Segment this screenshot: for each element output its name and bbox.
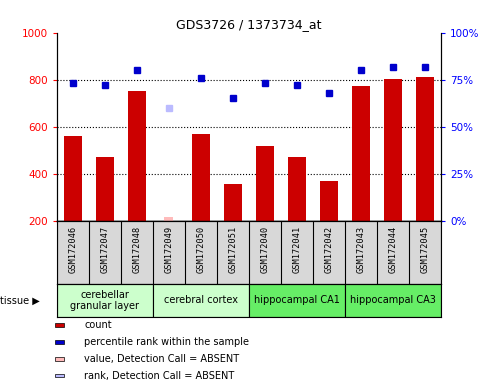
Bar [153, 284, 249, 317]
Bar [128, 91, 145, 221]
Bar [192, 134, 210, 221]
Text: value, Detection Call = ABSENT: value, Detection Call = ABSENT [84, 354, 240, 364]
Text: GSM172049: GSM172049 [164, 226, 174, 273]
Text: GSM172050: GSM172050 [196, 226, 206, 273]
Bar [224, 184, 242, 221]
Bar [256, 146, 274, 221]
Title: GDS3726 / 1373734_at: GDS3726 / 1373734_at [176, 18, 322, 31]
Bar [55, 323, 65, 327]
Bar [96, 157, 113, 221]
Bar [165, 217, 173, 221]
Text: tissue ▶: tissue ▶ [0, 295, 40, 306]
Bar [352, 86, 370, 221]
Text: percentile rank within the sample: percentile rank within the sample [84, 337, 249, 347]
Text: GSM172043: GSM172043 [356, 226, 366, 273]
Text: GSM172047: GSM172047 [100, 226, 109, 273]
Bar [249, 284, 345, 317]
Text: hippocampal CA1: hippocampal CA1 [254, 295, 340, 306]
Text: count: count [84, 320, 112, 330]
Bar [385, 78, 402, 221]
Text: cerebral cortex: cerebral cortex [164, 295, 238, 306]
Bar [320, 181, 338, 221]
Text: GSM172044: GSM172044 [388, 226, 398, 273]
Text: GSM172042: GSM172042 [324, 226, 334, 273]
Text: GSM172051: GSM172051 [228, 226, 238, 273]
Bar [55, 374, 65, 377]
Text: cerebellar
granular layer: cerebellar granular layer [70, 290, 139, 311]
Bar [288, 157, 306, 221]
Bar [345, 284, 441, 317]
Text: GSM172041: GSM172041 [292, 226, 302, 273]
Text: hippocampal CA3: hippocampal CA3 [350, 295, 436, 306]
Bar [64, 136, 81, 221]
Bar [417, 77, 434, 221]
Text: GSM172040: GSM172040 [260, 226, 270, 273]
Bar [55, 357, 65, 361]
Text: GSM172046: GSM172046 [68, 226, 77, 273]
Bar [55, 340, 65, 344]
Text: rank, Detection Call = ABSENT: rank, Detection Call = ABSENT [84, 371, 235, 381]
Text: GSM172045: GSM172045 [421, 226, 430, 273]
Text: GSM172048: GSM172048 [132, 226, 141, 273]
Bar [57, 284, 153, 317]
